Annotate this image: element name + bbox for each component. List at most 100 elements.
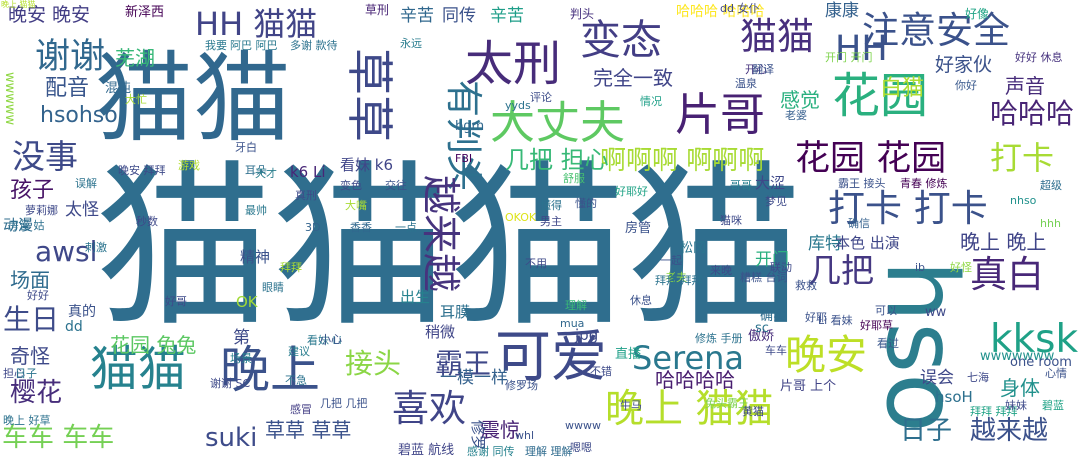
cloud-word: 几把 担心 [505, 146, 609, 174]
cloud-word: 开门 [755, 250, 789, 270]
cloud-word: jpg [575, 326, 599, 344]
cloud-word: nhso [1010, 194, 1037, 207]
cloud-word: awsl [35, 235, 98, 268]
cloud-word: 最帅 [245, 204, 267, 217]
cloud-word: 白猫 [880, 76, 925, 101]
cloud-word: 花园 兔兔 [110, 333, 197, 357]
cloud-word: 开心 [745, 63, 767, 76]
cloud-word: 打卡 [990, 139, 1055, 177]
cloud-word: 嗯嗯 [570, 441, 592, 454]
cloud-word: 孩子 [10, 178, 55, 203]
cloud-word: 场景 [230, 352, 252, 365]
cloud-word: 猫猫 [90, 341, 187, 397]
cloud-word: 香香 [350, 221, 372, 234]
cloud-word: 不急 [285, 374, 307, 387]
cloud-word: 梦见 [765, 195, 787, 208]
cloud-word: 心情 [1045, 367, 1067, 380]
cloud-word: 萝莉娜 [25, 204, 58, 217]
cloud-word: 喜欢 [392, 387, 466, 430]
cloud-word: 辛苦 [400, 6, 434, 26]
cloud-word: 真的 [68, 304, 96, 320]
cloud-word: 芜湖 [115, 46, 155, 70]
cloud-word: Li 看妹 [818, 314, 853, 327]
cloud-word: 修罗 [469, 420, 487, 451]
cloud-word: 一起 [660, 254, 682, 267]
cloud-word: 啊啊啊 啊啊啊 [600, 146, 765, 176]
cloud-word: 真白 [970, 253, 1044, 296]
cloud-word: 哈哈哈 [990, 97, 1075, 130]
cloud-word: 霸王 [435, 347, 492, 380]
cloud-word: 生日 [3, 303, 60, 336]
cloud-word: 哈哈哈 哈哈哈 [676, 4, 765, 20]
cloud-word: 秒数 [136, 215, 158, 228]
cloud-word: 可爱 [495, 325, 607, 390]
cloud-word: 哈哈哈哈 [655, 368, 735, 392]
cloud-word: 永远 [400, 37, 422, 50]
cloud-word: 联动 [770, 261, 792, 274]
cloud-word: 感谢 同传 [467, 445, 515, 458]
cloud-word: hsoH [935, 388, 973, 406]
cloud-word: 判头 [570, 7, 595, 21]
cloud-word: 懂得 [540, 199, 562, 212]
cloud-word: 大丈夫 [490, 96, 626, 149]
cloud-word: 傲娇 [748, 329, 775, 344]
cloud-word: 大嘴 [345, 199, 367, 212]
cloud-word: 第 [233, 328, 250, 348]
cloud-word: 谢谢 [35, 37, 106, 77]
cloud-word: 没事 [12, 137, 78, 176]
cloud-word: 救救 [795, 279, 817, 292]
cloud-word: 片哥 上个 [780, 379, 837, 394]
cloud-word: 温泉 [735, 77, 757, 90]
cloud-word: 变色 [340, 179, 362, 192]
cloud-word: 碧蓝 航线 [398, 443, 455, 458]
cloud-word: 混沌 [105, 81, 132, 96]
cloud-word: 好耶 [805, 311, 827, 324]
cloud-word: 几把 [808, 251, 874, 290]
cloud-word: 车车 [765, 344, 787, 357]
cloud-word: 新泽西 [125, 5, 165, 20]
cloud-word: wwww [565, 419, 601, 432]
cloud-word: mua [560, 317, 585, 330]
cloud-word: 拜拜 [280, 261, 302, 274]
cloud-word: 猫猫 [740, 15, 814, 58]
cloud-word: 晚上 猫猫 [605, 387, 774, 432]
cloud-word: 完全一致 [593, 66, 673, 90]
cloud-word: 好耶草 [860, 319, 893, 332]
cloud-word: 阿巴 阿巴 [230, 39, 278, 52]
cloud-word: wwwww [2, 72, 17, 126]
cloud-word: 碧蓝 [1042, 399, 1064, 412]
cloud-word: sc [755, 321, 769, 336]
cloud-word: 糟糕 台词 [740, 271, 788, 284]
cloud-word: 多谢 款待 [290, 39, 338, 52]
cloud-word: 看妹 k6 [340, 156, 393, 174]
cloud-word: 打卡 打卡 [828, 187, 988, 230]
cloud-word: whl [515, 429, 535, 442]
cloud-word: 晚上 猫猫 [1, 0, 36, 9]
cloud-word: 房管 姑 [8, 219, 45, 232]
cloud-word: 好怪 [950, 261, 972, 274]
cloud-word: yyds [505, 99, 531, 112]
cloud-word: 动漫 [3, 216, 34, 234]
cloud-word: 交往 [385, 179, 407, 192]
cloud-word: 看妹 Li [307, 334, 342, 347]
cloud-word: 霸王 接头 [838, 177, 886, 190]
cloud-word: 花园 花园 [795, 139, 947, 179]
cloud-word: 误解 [75, 177, 97, 190]
cloud-word: 谢谢 SC [210, 377, 251, 390]
cloud-word: OKOK [505, 211, 537, 224]
cloud-word: 晚安 [785, 331, 867, 379]
cloud-word: ww [925, 305, 947, 320]
cloud-word: 感冒 [290, 403, 312, 416]
cloud-word: 青春 修炼 [900, 177, 948, 190]
cloud-word: 感觉 [780, 88, 820, 112]
cloud-word: 老夫 [665, 271, 687, 284]
cloud-word: one room [1010, 355, 1072, 370]
cloud-word: 男主 [540, 215, 562, 228]
cloud-word: 好好 [27, 289, 49, 302]
cloud-word: 直播 [615, 347, 642, 362]
cloud-word: 大涩 [755, 174, 786, 192]
cloud-word: 评论 [530, 91, 552, 104]
cloud-word: 天才 [255, 167, 277, 180]
cloud-word: HH [835, 29, 888, 69]
